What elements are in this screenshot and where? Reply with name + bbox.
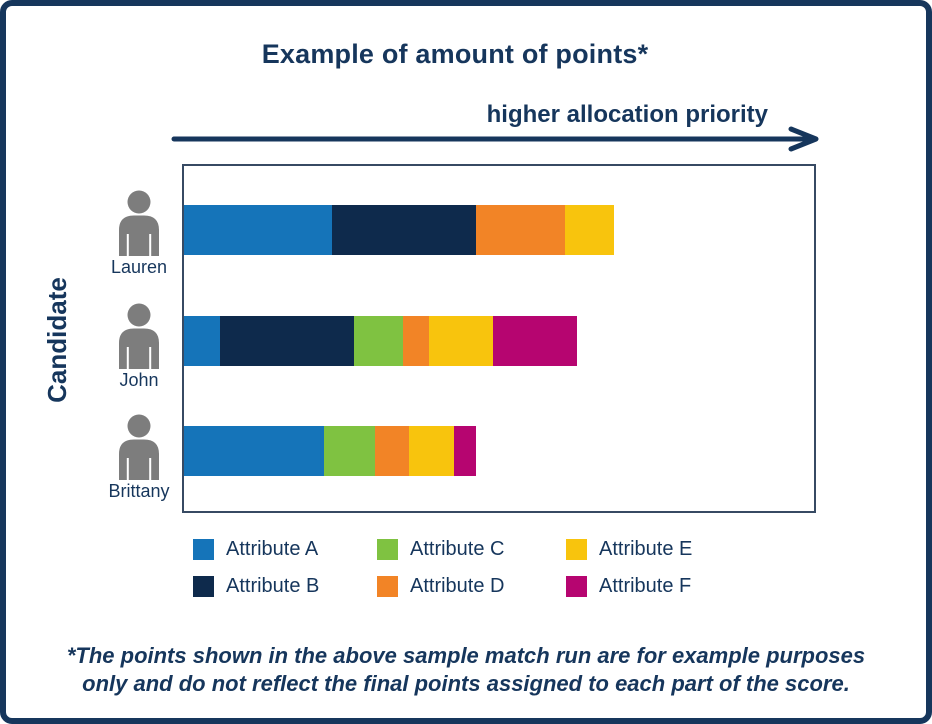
candidate-brittany: Brittany: [101, 414, 177, 502]
legend-label: Attribute B: [226, 574, 320, 597]
bar-segment-attribute-a: [184, 205, 332, 255]
legend-item-attribute-c: Attribute C: [377, 538, 504, 560]
bar-row-john: [184, 316, 577, 366]
legend-column: Attribute E Attribute F: [566, 538, 692, 612]
bar-row-brittany: [184, 426, 476, 476]
bar-segment-attribute-d: [476, 205, 565, 255]
person-icon: [119, 190, 159, 256]
candidate-name-label: Lauren: [110, 257, 168, 277]
legend-label: Attribute C: [410, 537, 505, 560]
legend-column: Attribute A Attribute B: [193, 538, 319, 612]
legend-item-attribute-e: Attribute E: [566, 538, 692, 560]
bar-segment-attribute-c: [324, 426, 375, 476]
bar-segment-attribute-d: [403, 316, 429, 366]
legend-label: Attribute F: [599, 574, 692, 597]
bar-segment-attribute-b: [220, 316, 354, 366]
footnote: *The points shown in the above sample ma…: [6, 642, 926, 698]
bar-segment-attribute-d: [375, 426, 409, 476]
arrow-right-icon: [171, 126, 819, 152]
bar-segment-attribute-a: [184, 316, 220, 366]
y-axis-label: Candidate: [42, 277, 72, 403]
person-icon: [119, 303, 159, 369]
candidate-lauren: Lauren: [101, 190, 177, 278]
legend-label: Attribute A: [226, 537, 319, 560]
legend-item-attribute-d: Attribute D: [377, 575, 504, 597]
legend-item-attribute-b: Attribute B: [193, 575, 319, 597]
legend-swatch: [193, 575, 214, 597]
candidate-name-label: John: [119, 370, 159, 390]
legend-item-attribute-f: Attribute F: [566, 575, 692, 597]
bar-segment-attribute-b: [332, 205, 476, 255]
bar-segment-attribute-f: [454, 426, 476, 476]
bar-segment-attribute-e: [565, 205, 614, 255]
legend-item-attribute-a: Attribute A: [193, 538, 319, 560]
legend-swatch: [566, 575, 587, 597]
legend-swatch: [566, 538, 587, 560]
bar-segment-attribute-c: [354, 316, 403, 366]
plot-area: [182, 164, 816, 513]
chart-title: Example of amount of points*: [261, 39, 649, 69]
allocation-priority-label: higher allocation priority: [486, 101, 768, 128]
legend-swatch: [377, 575, 398, 597]
legend-column: Attribute C Attribute D: [377, 538, 504, 612]
footnote-line-2: only and do not reflect the final points…: [82, 671, 850, 696]
legend-swatch: [193, 538, 214, 560]
legend-label: Attribute E: [599, 537, 693, 560]
bar-segment-attribute-e: [409, 426, 454, 476]
footnote-line-1: *The points shown in the above sample ma…: [66, 643, 866, 668]
person-icon: [119, 414, 159, 480]
bar-segment-attribute-a: [184, 426, 324, 476]
bar-segment-attribute-e: [429, 316, 493, 366]
legend-swatch: [377, 538, 398, 560]
candidate-name-label: Brittany: [108, 481, 170, 501]
legend-label: Attribute D: [410, 574, 505, 597]
bar-segment-attribute-f: [493, 316, 577, 366]
candidate-john: John: [101, 303, 177, 391]
bar-row-lauren: [184, 205, 614, 255]
